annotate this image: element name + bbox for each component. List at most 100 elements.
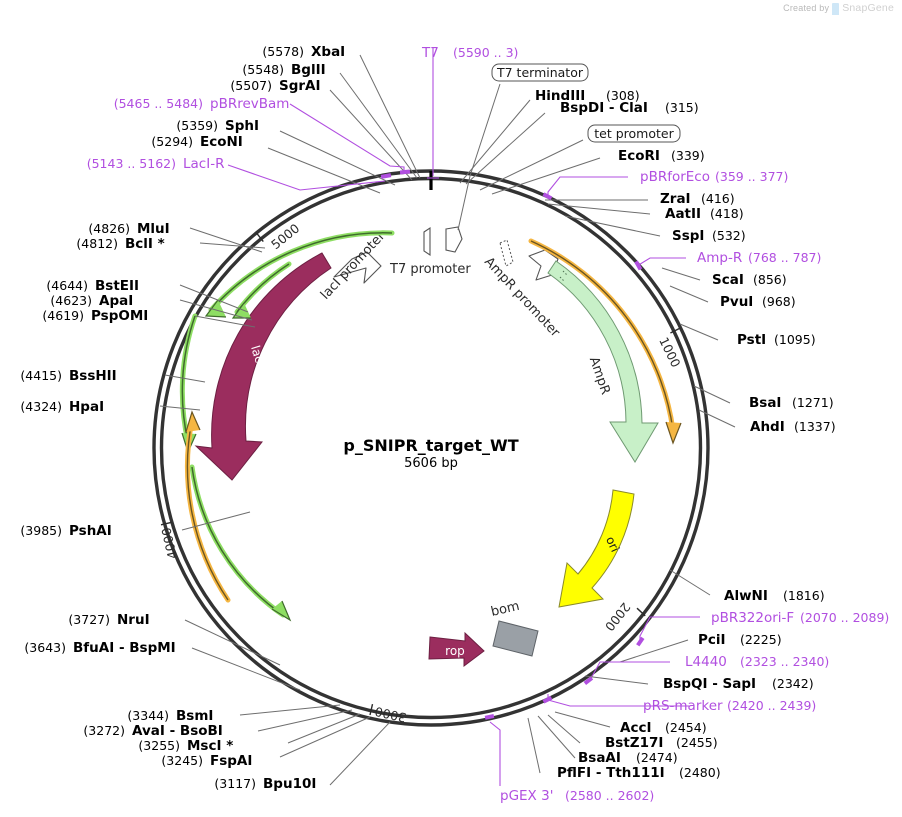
callout-bstz17i[interactable]: BstZ17I (2455)	[605, 735, 718, 751]
callout-pvui[interactable]: PvuI (968)	[720, 294, 796, 310]
callout-group-bottom-right: AlwNI (1816) pBR322ori-F (2070 .. 2089) …	[500, 588, 889, 804]
feature-rop[interactable]: rop	[428, 631, 485, 667]
feature-site-ticks	[380, 169, 645, 720]
callout-bsaai[interactable]: BsaAI (2474)	[578, 750, 678, 766]
callout-pbr322ori-f-pos: (2070 .. 2089)	[800, 610, 889, 625]
callout-bstell[interactable]: (4644) BstEII	[46, 278, 139, 294]
feature-ori[interactable]: ori	[558, 489, 635, 608]
callout-zrai-pos: (416)	[701, 191, 735, 206]
plasmid-name: p_SNIPR_target_WT	[343, 436, 518, 455]
callout-bpu10i-pos: (3117)	[214, 776, 256, 791]
snapgene-flag-icon	[832, 3, 840, 15]
t7-terminator-label: T7 terminator	[496, 65, 584, 80]
callout-bstell-name: BstEII	[95, 278, 139, 294]
callout-aatii-name: AatII	[665, 206, 701, 222]
callout-xbai[interactable]: (5578) XbaI	[262, 44, 345, 60]
callout-pbrforeco-name: pBRforEco	[640, 169, 710, 185]
callout-pcii[interactable]: PciI (2225)	[698, 632, 782, 648]
callout-pbrrevbam[interactable]: (5465 .. 5484) pBRrevBam	[114, 96, 290, 112]
callout-apai[interactable]: (4623) ApaI	[50, 293, 133, 309]
callout-bsai[interactable]: BsaI (1271)	[749, 395, 834, 411]
callout-sphi-pos: (5359)	[176, 118, 218, 133]
callout-fspai-pos: (3245)	[161, 753, 203, 768]
callout-nrui-pos: (3727)	[68, 612, 110, 627]
callout-bspdi-clai-pos: (315)	[665, 100, 699, 115]
callout-msci-name: MscI *	[187, 738, 233, 754]
callout-ahdi-name: AhdI	[750, 419, 785, 435]
callout-prs-marker[interactable]: pRS-marker (2420 .. 2439)	[643, 698, 816, 714]
callout-hpai-name: HpaI	[69, 399, 104, 415]
snapgene-watermark: Created by SnapGene	[783, 2, 894, 15]
callout-amp-r-pos: (768 .. 787)	[748, 250, 821, 265]
callout-pflfi-tth111i-pos: (2480)	[679, 765, 721, 780]
callout-sgrai-pos: (5507)	[230, 78, 272, 93]
boxed-feature-tet-promoter[interactable]: tet promoter	[587, 124, 681, 143]
callout-pcii-pos: (2225)	[740, 632, 782, 647]
callout-hindiii-pos: (308)	[606, 88, 640, 103]
feature-AmpR-promoter[interactable]: AmpR promoter	[481, 239, 563, 341]
callout-hindiii[interactable]: HindIII (308)	[535, 88, 640, 104]
callout-bpu10i[interactable]: (3117) Bpu10I	[214, 776, 316, 792]
callout-pflfi-tth111i[interactable]: PflFI - Tth111I (2480)	[557, 765, 721, 781]
feature-bom[interactable]: bom	[490, 599, 539, 657]
callout-l4440[interactable]: L4440 (2323 .. 2340)	[685, 654, 829, 670]
callout-sphi[interactable]: (5359) SphI	[176, 118, 259, 134]
callout-bsmi[interactable]: (3344) BsmI	[127, 708, 213, 724]
feature-T7-promoter[interactable]: T7 promoter	[389, 226, 471, 277]
callout-laci-r-name: LacI-R	[183, 156, 224, 172]
callout-ecori[interactable]: EcoRI (339)	[618, 148, 705, 164]
callout-sgrai[interactable]: (5507) SgrAI	[230, 78, 320, 94]
callout-hpai[interactable]: (4324) HpaI	[20, 399, 104, 415]
callout-pgex-3prime[interactable]: pGEX 3' (2580 .. 2602)	[500, 788, 654, 804]
callout-mlui[interactable]: (4826) MluI	[88, 221, 169, 237]
callout-sphi-name: SphI	[225, 118, 259, 134]
callout-t7[interactable]: T7 (5590 .. 3)	[421, 45, 518, 61]
callout-bglii[interactable]: (5548) BglII	[242, 62, 325, 78]
callout-mlui-name: MluI	[137, 221, 170, 237]
callout-psti[interactable]: PstI (1095)	[737, 332, 816, 348]
callout-nrui[interactable]: (3727) NruI	[68, 612, 149, 628]
callout-pvui-pos: (968)	[762, 294, 796, 309]
callout-econi[interactable]: (5294) EcoNI	[151, 134, 242, 150]
callout-pbr322ori-f[interactable]: pBR322ori-F (2070 .. 2089)	[711, 610, 889, 626]
callout-bsshii[interactable]: (4415) BssHII	[20, 368, 116, 384]
callout-pshai-name: PshAI	[69, 523, 112, 539]
callout-sspi[interactable]: SspI (532)	[672, 228, 746, 244]
callout-bspqi-sapi[interactable]: BspQI - SapI (2342)	[663, 676, 814, 692]
callout-avai-bsobi[interactable]: (3272) AvaI - BsoBI	[83, 723, 222, 739]
callout-alwni[interactable]: AlwNI (1816)	[724, 588, 825, 604]
feature-lacI[interactable]: lacI	[194, 252, 332, 481]
callout-amp-r-name: Amp-R	[697, 250, 742, 266]
callout-laci-r[interactable]: (5143 .. 5162) LacI-R	[87, 156, 225, 172]
callout-zrai[interactable]: ZraI (416)	[660, 191, 735, 207]
callout-scai[interactable]: ScaI (856)	[712, 272, 787, 288]
callout-ahdi[interactable]: AhdI (1337)	[750, 419, 836, 435]
callout-sspi-name: SspI	[672, 228, 704, 244]
callout-ahdi-pos: (1337)	[794, 419, 836, 434]
callout-bsai-pos: (1271)	[792, 395, 834, 410]
callout-scai-name: ScaI	[712, 272, 744, 288]
plasmid-size: 5606 bp	[404, 456, 458, 471]
callout-pbrrevbam-pos: (5465 .. 5484)	[114, 96, 203, 111]
callout-pbrforeco[interactable]: pBRforEco (359 .. 377)	[640, 169, 788, 185]
callout-pspomi[interactable]: (4619) PspOMI	[42, 308, 148, 324]
callout-pshai[interactable]: (3985) PshAI	[20, 523, 111, 539]
callout-acci-pos: (2454)	[665, 720, 707, 735]
callout-msci[interactable]: (3255) MscI *	[138, 738, 233, 754]
callout-hindiii-name: HindIII	[535, 88, 585, 104]
callout-bcli[interactable]: (4812) BclI *	[76, 236, 164, 252]
callout-bspdi-clai[interactable]: BspDI - ClaI (315)	[560, 100, 699, 116]
callout-bfuai-bspmi[interactable]: (3643) BfuAI - BspMI	[24, 640, 175, 656]
callout-pgex-3prime-pos: (2580 .. 2602)	[565, 788, 654, 803]
tick-label-3000: 3000	[373, 704, 407, 726]
callout-acci[interactable]: AccI (2454)	[620, 720, 707, 736]
callout-l4440-name: L4440	[685, 654, 727, 670]
callout-aatii[interactable]: AatII (418)	[665, 206, 744, 222]
callout-bsmi-pos: (3344)	[127, 708, 169, 723]
callout-fspai[interactable]: (3245) FspAI	[161, 753, 252, 769]
callout-bsshii-pos: (4415)	[20, 368, 62, 383]
callout-bglii-name: BglII	[291, 62, 326, 78]
callout-amp-r[interactable]: Amp-R (768 .. 787)	[697, 250, 821, 266]
callout-xbai-pos: (5578)	[262, 44, 304, 59]
boxed-feature-t7-terminator[interactable]: T7 terminator	[491, 63, 589, 82]
